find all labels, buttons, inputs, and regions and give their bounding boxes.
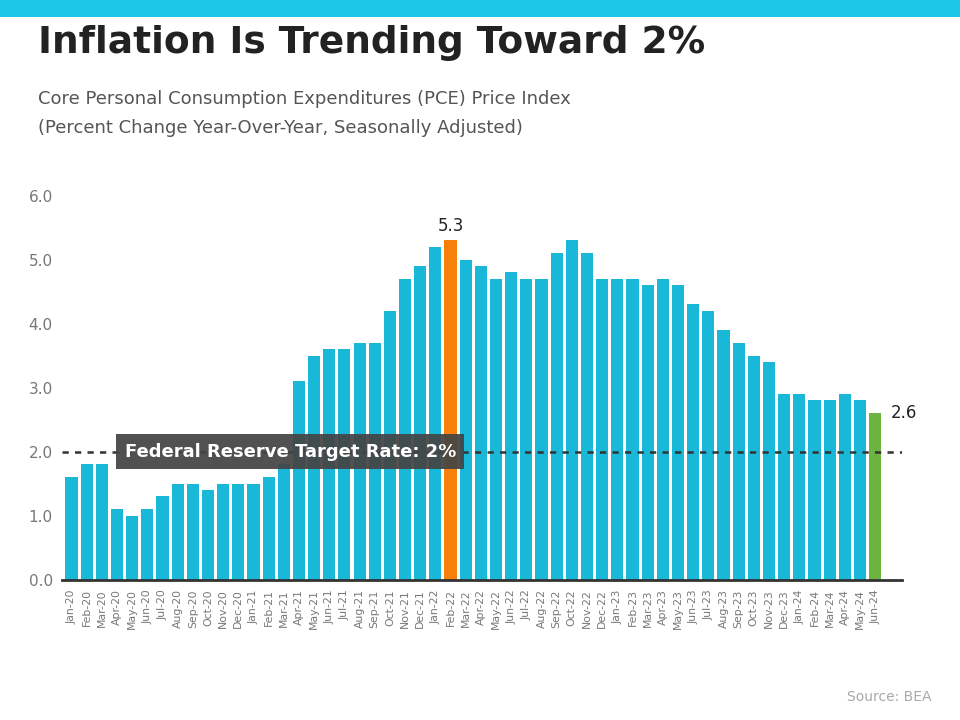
Bar <box>126 516 138 580</box>
Bar <box>81 464 93 580</box>
Bar <box>202 490 214 580</box>
Bar <box>612 279 623 580</box>
Bar <box>520 279 533 580</box>
Bar <box>748 356 760 580</box>
Text: 2.6: 2.6 <box>890 404 917 422</box>
Bar <box>293 381 305 580</box>
Bar <box>536 279 547 580</box>
Bar <box>187 484 199 580</box>
Bar <box>703 311 714 580</box>
Bar <box>399 279 411 580</box>
Bar <box>172 484 183 580</box>
Bar <box>490 279 502 580</box>
Bar <box>824 400 836 580</box>
Bar <box>262 477 275 580</box>
Bar <box>217 484 229 580</box>
Bar <box>687 305 699 580</box>
Bar <box>369 343 381 580</box>
Bar <box>839 394 851 580</box>
Bar <box>384 311 396 580</box>
Bar <box>581 253 593 580</box>
Bar <box>141 509 154 580</box>
Bar <box>96 464 108 580</box>
Bar <box>717 330 730 580</box>
Bar <box>641 285 654 580</box>
Text: Inflation Is Trending Toward 2%: Inflation Is Trending Toward 2% <box>38 25 706 61</box>
Bar <box>732 343 745 580</box>
Bar <box>551 253 563 580</box>
Text: Source: BEA: Source: BEA <box>847 690 931 704</box>
Bar <box>156 496 169 580</box>
Bar <box>475 266 487 580</box>
Text: Federal Reserve Target Rate: 2%: Federal Reserve Target Rate: 2% <box>125 443 456 461</box>
Bar <box>505 272 517 580</box>
Bar <box>248 484 259 580</box>
Bar <box>353 343 366 580</box>
Bar <box>565 240 578 580</box>
Bar <box>627 279 638 580</box>
Bar <box>65 477 78 580</box>
Bar <box>308 356 321 580</box>
Bar <box>111 509 123 580</box>
Bar <box>338 349 350 580</box>
Bar <box>778 394 790 580</box>
Text: (Percent Change Year-Over-Year, Seasonally Adjusted): (Percent Change Year-Over-Year, Seasonal… <box>38 119 523 137</box>
Text: Core Personal Consumption Expenditures (PCE) Price Index: Core Personal Consumption Expenditures (… <box>38 90 571 108</box>
Bar <box>672 285 684 580</box>
Bar <box>414 266 426 580</box>
Bar <box>429 247 442 580</box>
Bar <box>444 240 457 580</box>
Bar <box>596 279 609 580</box>
Bar <box>763 362 775 580</box>
Bar <box>324 349 335 580</box>
Bar <box>460 260 471 580</box>
Bar <box>853 400 866 580</box>
Bar <box>869 413 881 580</box>
Bar <box>232 484 245 580</box>
Bar <box>657 279 669 580</box>
Bar <box>277 464 290 580</box>
Bar <box>808 400 821 580</box>
Text: 5.3: 5.3 <box>438 217 464 235</box>
Bar <box>793 394 805 580</box>
